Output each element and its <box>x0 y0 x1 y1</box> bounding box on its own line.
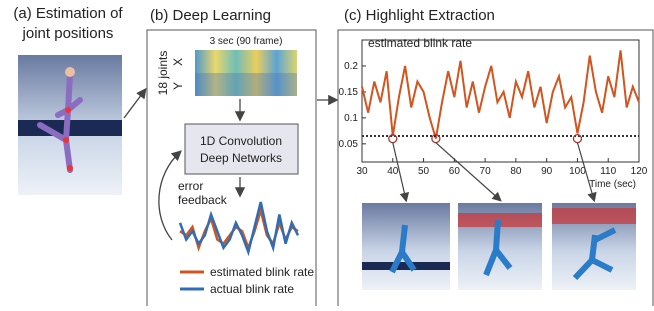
joints-label: 18 joints <box>156 51 170 96</box>
network-label: 1D Convolution <box>200 134 282 148</box>
x-tick-label: 80 <box>510 166 522 177</box>
panel-a-title: joint positions <box>22 25 114 42</box>
arrow <box>124 90 145 118</box>
x-tick-label: 120 <box>631 166 648 177</box>
y-axis-label: estimated blink rate <box>368 36 472 50</box>
panel-c-title: (c) Highlight Extraction <box>344 7 495 24</box>
legend-label: estimated blink rate <box>210 265 314 279</box>
x-tick-label: 70 <box>480 166 492 177</box>
axis-label: X <box>171 58 185 66</box>
x-tick-label: 50 <box>418 166 430 177</box>
x-tick-label: 100 <box>569 166 586 177</box>
y-tick-label: 0.2 <box>344 61 358 72</box>
feedback-label: feedback <box>178 193 228 207</box>
panel-a-title: (a) Estimation of <box>13 5 123 22</box>
highlight-photos <box>362 203 636 290</box>
arrow <box>159 152 180 240</box>
x-tick-label: 40 <box>387 166 399 177</box>
x-tick-label: 110 <box>600 166 616 177</box>
figure: (a) Estimation of joint positions (b) De… <box>0 0 654 306</box>
y-tick-label: 0.15 <box>339 87 359 98</box>
feedback-label: error <box>178 179 203 193</box>
x-tick-label: 90 <box>541 166 553 177</box>
plot-frame <box>362 40 639 162</box>
y-tick-label: 0.05 <box>339 139 359 150</box>
legend-label: actual blink rate <box>210 282 294 296</box>
x-tick-label: 60 <box>449 166 461 177</box>
axis-label: Y <box>171 82 185 90</box>
y-tick-label: 0.1 <box>344 113 358 124</box>
window-label: 3 sec (90 frame) <box>210 36 283 47</box>
series-line <box>362 50 639 138</box>
heatmap <box>195 73 297 96</box>
skater-photo <box>18 55 122 195</box>
x-tick-label: 30 <box>356 166 368 177</box>
panel-b-title: (b) Deep Learning <box>150 7 271 24</box>
wave-plot <box>180 202 298 252</box>
legend: estimated blink rate actual blink rate <box>180 265 314 296</box>
network-box <box>185 124 298 174</box>
highlight-point <box>573 135 581 143</box>
x-axis-label: Time (sec) <box>589 179 636 190</box>
line-chart: 0.05 0.1 0.15 0.2 30 40 50 60 70 80 90 100 110 120 <box>339 50 648 200</box>
network-label: Deep Networks <box>200 151 282 165</box>
